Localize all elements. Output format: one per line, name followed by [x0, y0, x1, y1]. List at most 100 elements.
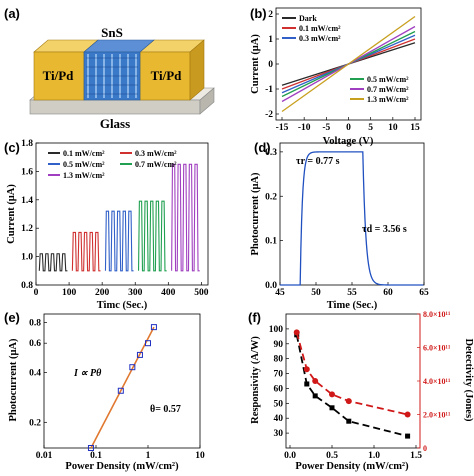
detectivity-point — [312, 378, 319, 384]
xlabel-e: Power Density (mW/cm²) — [65, 461, 179, 472]
f-y-tick-label: 50 — [274, 399, 284, 409]
d-x-tick-label: 55 — [347, 288, 357, 298]
legend-label: 0.5 mW/cm² — [367, 75, 409, 84]
b-x-tick-label: 5 — [368, 123, 373, 133]
legend-label: 1.3 mW/cm² — [367, 95, 409, 104]
panel-label-e: (e) — [4, 310, 20, 325]
panel-f: (f) 0.0 0.5 1.0 1.5 30 40 50 60 70 80 90 100 0 2.0×10… — [248, 310, 474, 472]
detectivity-point — [345, 398, 352, 405]
tau-r-annotation: τr = 0.77 s — [296, 156, 340, 167]
b-x-tick-label: 0 — [346, 123, 351, 133]
sns-crystal — [83, 39, 155, 101]
substrate-front — [29, 99, 201, 115]
d-x-tick-label: 65 — [419, 288, 429, 298]
f-y-tick-label: 60 — [274, 384, 284, 394]
b-y-tick-label: 2 — [268, 10, 273, 20]
tau-d-annotation: τd = 3.56 s — [362, 224, 407, 235]
xlabel-d: Time (Sec.) — [327, 300, 378, 311]
f-y-tick-label: 30 — [274, 429, 284, 439]
xlabel-f: Power Density (mW/cm²) — [295, 461, 409, 472]
electrode-right-label: Ti/Pd — [151, 68, 183, 83]
panel-label-d: (d) — [254, 140, 271, 155]
e-y-tick-label: 0.8 — [29, 318, 41, 328]
data-point — [136, 351, 143, 358]
legend-label: 0.7 mW/cm² — [367, 85, 409, 94]
c-y-tick-label: 1.6 — [21, 167, 33, 177]
panel-c: (c) 0 100 200 300 400 500 0.8 1.0 1.2 1.4 1.6 1.8 0.… — [4, 139, 209, 311]
ylabel-e: Photocurrent (μA) — [8, 338, 19, 422]
f-y-tick-label: 80 — [274, 355, 284, 365]
e-x-tick-label: 1 — [146, 451, 151, 461]
substrate-label: Glass — [100, 116, 130, 131]
d-x-tick-label: 45 — [275, 288, 285, 298]
d-y-tick-label: 0.0 — [265, 281, 277, 291]
panel-label-c: (c) — [4, 140, 20, 155]
d-y-tick-label: 0.3 — [265, 148, 277, 158]
c-y-tick-label: 0.8 — [21, 281, 33, 291]
b-y-tick-label: -2 — [265, 110, 273, 120]
c-y-tick-label: 1.0 — [21, 253, 33, 263]
f-yr-tick-label: 0 — [423, 444, 427, 453]
f-x-tick-label: 1.0 — [368, 451, 380, 461]
b-x-tick-label: -10 — [298, 123, 311, 133]
responsivity-point — [405, 433, 411, 439]
f-y-tick-label: 90 — [274, 340, 284, 350]
panel-label-f: (f) — [248, 310, 261, 325]
power-law-fit-line — [90, 326, 155, 449]
d-y-tick-label: 0.2 — [265, 192, 277, 202]
panel-label-a: (a) — [4, 6, 20, 21]
c-x-tick-label: 300 — [128, 288, 143, 298]
c-x-tick-label: 100 — [62, 288, 77, 298]
substrate-side — [199, 87, 215, 115]
f-y-tick-label: 100 — [269, 325, 284, 335]
f-yr-tick-label: 6.0×10¹¹ — [423, 344, 451, 353]
e-x-tick-label: 10 — [195, 451, 205, 461]
b-x-tick-label: 10 — [388, 123, 398, 133]
detectivity-point — [293, 329, 300, 336]
right-electrode-side — [189, 39, 205, 101]
power-law-annotation: I ∝ Pθ — [73, 368, 102, 379]
c-x-tick-label: 0 — [34, 288, 39, 298]
ylabel-b: Current (μA) — [250, 34, 261, 94]
data-point — [129, 364, 136, 371]
panel-label-b: (b) — [250, 6, 267, 21]
transient-trace — [171, 163, 200, 272]
legend-label: 0.3 mW/cm² — [299, 34, 341, 43]
plot-c: 0 100 200 300 400 500 0.8 1.0 1.2 1.4 1.6 1.8 0.1 mW… — [21, 139, 209, 298]
f-yr-tick-label: 2.0×10¹¹ — [423, 411, 451, 420]
c-y-tick-label: 1.4 — [21, 196, 33, 206]
f-x-tick-label: 1.5 — [410, 451, 422, 461]
transient-trace — [38, 253, 68, 272]
legend-label: 0.1 mW/cm² — [63, 149, 105, 158]
left-electrode-front — [33, 51, 85, 101]
legend-label: Dark — [299, 14, 317, 23]
b-y-tick-label: -1 — [265, 85, 273, 95]
data-point — [117, 387, 124, 394]
responsivity-point — [329, 405, 335, 411]
transient-trace — [71, 231, 101, 272]
xlabel-b: Voltage (V) — [323, 136, 374, 147]
detectivity-line — [295, 332, 408, 416]
b-x-tick-label: -15 — [276, 123, 289, 133]
data-point — [150, 324, 157, 331]
plot-frame-c — [35, 142, 209, 286]
d-x-tick-label: 50 — [311, 288, 321, 298]
panel-d: (d) 45 50 55 60 65 0.0 0.1 0.2 0.3 Photocurrent … — [250, 140, 429, 311]
f-yr-tick-label: 4.0×10¹¹ — [423, 377, 451, 386]
iv-line — [281, 15, 416, 113]
response-trace — [280, 151, 424, 286]
plot-frame-e — [43, 313, 201, 449]
detectivity-point — [303, 366, 310, 373]
legend-label: 0.7 mW/cm² — [135, 160, 177, 169]
f-y-tick-label: 40 — [274, 414, 284, 424]
e-x-tick-label: 0.1 — [90, 451, 102, 461]
responsivity-line — [295, 334, 408, 437]
material-label: SnS — [101, 25, 123, 40]
e-y-tick-label: 0.2 — [29, 418, 41, 428]
detectivity-point — [329, 391, 335, 398]
xlabel-c: Timc (Sec.) — [97, 300, 148, 311]
legend-label: 0.3 mW/cm² — [135, 149, 177, 158]
c-x-tick-label: 400 — [161, 288, 176, 298]
